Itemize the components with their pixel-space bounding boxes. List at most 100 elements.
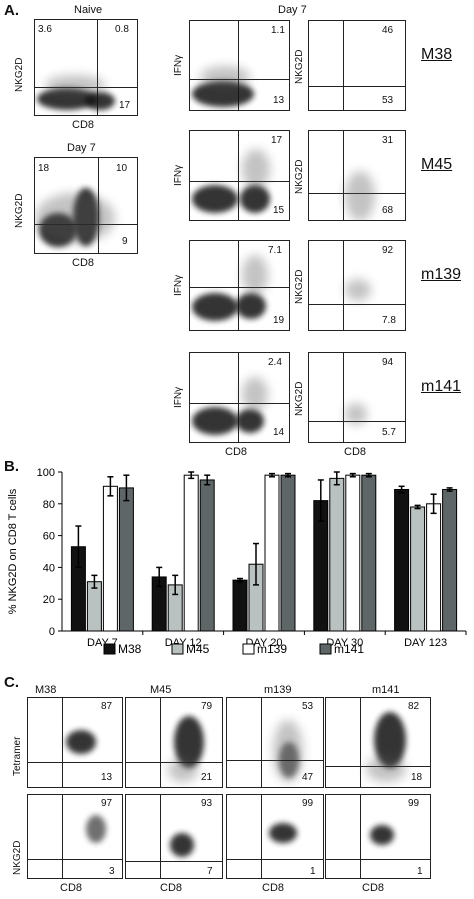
bar-m139-3: [345, 474, 361, 632]
legend-swatch-m139: [242, 643, 255, 655]
ifng-plot-m45: [189, 130, 290, 221]
day7-ul-value: 18: [38, 163, 50, 174]
tetramer-row-y-axis-label: Tetramer: [12, 736, 23, 776]
nkg-m38-ur-value: 97: [101, 798, 113, 809]
c-x-axis-label-m45: CD8: [160, 882, 183, 894]
tet-m45-ur-value: 79: [201, 701, 213, 712]
bar-M45-1: [167, 584, 183, 632]
ifng-m141-y-axis-label: IFNγ: [173, 386, 184, 408]
x-tick-label: DAY 20: [246, 637, 283, 649]
nkg-m139-ur-value: 99: [302, 798, 314, 809]
nkg2d-m45-lr-value: 68: [382, 205, 394, 216]
x-tick-label: DAY 12: [165, 637, 202, 649]
ifng-m139-ur-value: 7.1: [268, 245, 282, 256]
naive-lr-value: 17: [119, 100, 131, 111]
nkg2d-m141-x-axis-label: CD8: [344, 446, 367, 458]
day7-left-label: Day 7: [67, 142, 96, 154]
tet-m38-lr-value: 13: [101, 772, 113, 783]
bar-M38-4: [394, 488, 410, 632]
legend-label-m141: m141: [334, 642, 364, 656]
c-x-axis-label-m38: CD8: [60, 882, 83, 894]
y-tick-label: 60: [43, 531, 55, 543]
naive-ur-value: 0.8: [115, 24, 129, 35]
day7-header: Day 7: [278, 4, 307, 16]
bar-m139-2: [264, 474, 280, 632]
panel-b-letter: B.: [4, 458, 19, 475]
nkg2d-m38-ur-value: 46: [382, 25, 394, 36]
nkg2d-plot-c-m141: [325, 794, 431, 879]
day7-y-axis-label: NKG2D: [14, 193, 25, 228]
chart-y-axis-label: % NKG2D on CD8 T cells: [7, 488, 19, 614]
nkg2d-plot-c-m38: [27, 794, 123, 879]
y-tick-label: 80: [43, 499, 55, 511]
ifng-m139-lr-value: 19: [273, 315, 285, 326]
ifng-plot-m38: [189, 20, 290, 111]
ifng-plot-m141: [189, 352, 290, 443]
col-header-m38: M38: [35, 684, 57, 696]
nkg2d-m45-y-axis-label: NKG2D: [294, 159, 305, 194]
bar-m141-4: [442, 488, 458, 632]
bar-M45-4: [410, 506, 426, 632]
y-tick-label: 100: [37, 467, 55, 479]
nkg2d-plot-c-m139: [226, 794, 324, 879]
strain-label-m38: M38: [421, 46, 453, 63]
panel-a-letter: A.: [4, 2, 19, 19]
nkg2d-m38-lr-value: 53: [382, 95, 394, 106]
ifng-m139-y-axis-label: IFNγ: [173, 274, 184, 296]
tetramer-plot-m38: [27, 697, 123, 788]
col-header-m45: M45: [150, 684, 172, 696]
nkg2d-plot-m141: [308, 352, 406, 443]
day7-flow-plot: [34, 157, 138, 254]
nkg2d-m139-y-axis-label: NKG2D: [294, 269, 305, 304]
legend-label-m139: m139: [257, 642, 287, 656]
tetramer-plot-m45: [125, 697, 223, 788]
tet-m141-ur-value: 82: [408, 701, 420, 712]
panel-c-letter: C.: [4, 674, 19, 691]
c-x-axis-label-m141: CD8: [362, 882, 385, 894]
tetramer-plot-m141: [325, 697, 431, 788]
nkg-m45-lr-value: 7: [207, 866, 213, 877]
tetramer-plot-m139: [226, 697, 324, 788]
naive-y-axis-label: NKG2D: [14, 57, 25, 92]
strain-label-m45: M45: [421, 156, 453, 173]
x-tick-label: DAY 123: [404, 637, 447, 649]
y-tick-label: 0: [49, 626, 55, 638]
bar-m139-4: [426, 503, 442, 632]
bar-m141-0: [118, 487, 134, 632]
ifng-m38-y-axis-label: IFNγ: [173, 54, 184, 76]
bar-m141-3: [361, 474, 377, 632]
bar-m141-1: [199, 479, 215, 632]
x-tick-label: DAY 7: [87, 637, 118, 649]
nkg2d-m139-lr-value: 7.8: [382, 315, 396, 326]
ifng-m45-ur-value: 17: [271, 135, 283, 146]
nkg2d-m38-y-axis-label: NKG2D: [294, 49, 305, 84]
ifng-m141-lr-value: 14: [273, 427, 285, 438]
bar-M38-3: [313, 500, 329, 632]
nkg2d-plot-m139: [308, 240, 406, 331]
y-tick-label: 20: [43, 594, 55, 606]
tet-m139-lr-value: 47: [302, 772, 314, 783]
bar-M38-2: [232, 579, 248, 632]
day7-ur-value: 10: [116, 163, 128, 174]
nkg2d-m141-y-axis-label: NKG2D: [294, 381, 305, 416]
naive-flow-plot: [34, 19, 138, 116]
nkg2d-m45-ur-value: 31: [382, 135, 394, 146]
nkg-m45-ur-value: 93: [201, 798, 213, 809]
ifng-m141-ur-value: 2.4: [268, 357, 282, 368]
bar-M45-2: [248, 563, 264, 632]
ifng-m38-lr-value: 13: [273, 95, 285, 106]
naive-ul-value: 3.6: [38, 24, 52, 35]
nkg2d-m141-ur-value: 94: [382, 357, 394, 368]
legend-swatch-M45: [171, 643, 184, 655]
bar-M45-3: [329, 477, 345, 632]
ifng-m38-ur-value: 1.1: [271, 25, 285, 36]
legend-label-M38: M38: [118, 642, 142, 656]
legend-swatch-M38: [103, 643, 116, 655]
ifng-m45-y-axis-label: IFNγ: [173, 164, 184, 186]
nkg-m139-lr-value: 1: [310, 866, 316, 877]
bar-M38-1: [151, 576, 167, 632]
legend-label-M45: M45: [186, 642, 210, 656]
tet-m45-lr-value: 21: [201, 772, 213, 783]
bar-M38-0: [70, 546, 86, 632]
col-header-m141: m141: [372, 684, 400, 696]
